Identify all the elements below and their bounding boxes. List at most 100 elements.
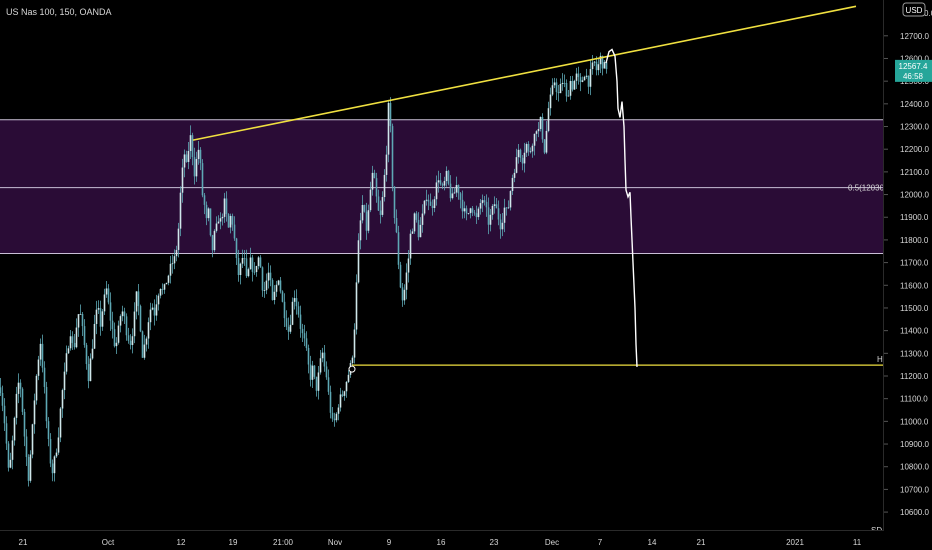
candle-body <box>517 149 520 158</box>
symbol-header: US Nas 100, 150, OANDA <box>6 7 112 17</box>
candle-body <box>319 358 322 373</box>
candle-body <box>363 204 366 212</box>
candles-layer <box>0 52 608 487</box>
candle-body <box>377 196 380 211</box>
time-tick-label: 16 <box>437 538 446 547</box>
htf-anchor-marker[interactable] <box>348 365 356 373</box>
rising-trendline[interactable] <box>192 5 857 141</box>
candle-body <box>321 352 324 359</box>
candle-body <box>569 80 572 96</box>
candle-body <box>313 365 316 377</box>
candle-body <box>1 393 4 406</box>
candle-body <box>111 320 114 330</box>
candle-body <box>601 55 604 69</box>
candle-body <box>533 133 536 146</box>
candle-body <box>373 172 376 179</box>
projection-path[interactable] <box>605 48 638 367</box>
candle-body <box>515 157 518 173</box>
price-tick-label: 11200.0 <box>900 372 929 381</box>
candle-body <box>249 257 252 270</box>
candle-body <box>599 55 602 65</box>
candle-body <box>351 357 354 364</box>
currency-label: USD <box>906 6 923 15</box>
candle-body <box>417 219 420 238</box>
candle-body <box>431 205 434 209</box>
price-tick-label: 12200.0 <box>900 145 929 154</box>
candle-body <box>325 366 328 378</box>
candle-body <box>593 61 596 63</box>
candle-body <box>589 69 592 87</box>
candle-body <box>53 456 56 474</box>
candle-body <box>425 199 428 201</box>
candle-body <box>59 408 62 438</box>
time-axis[interactable] <box>0 531 932 550</box>
candle-body <box>235 238 238 259</box>
candle-body <box>25 436 28 457</box>
candle-body <box>95 309 98 324</box>
price-tick-label: 10800.0 <box>900 463 929 472</box>
candle-body <box>375 178 378 197</box>
time-tick-label: 21 <box>697 538 706 547</box>
candle-body <box>129 340 132 345</box>
candle-body <box>549 94 552 109</box>
price-tick-label: 11100.0 <box>900 395 928 404</box>
candle-body <box>565 83 568 97</box>
time-tick-label: 21 <box>19 538 28 547</box>
candle-body <box>383 174 386 198</box>
price-tick-label: 10600.0 <box>900 508 929 517</box>
price-tick-label: 12000.0 <box>900 191 929 200</box>
candle-body <box>23 411 26 437</box>
candle-body <box>305 338 308 348</box>
candle-body <box>193 157 196 177</box>
candle-body <box>185 154 188 162</box>
candle-body <box>187 150 190 162</box>
candle-body <box>335 413 338 421</box>
candle-body <box>409 233 412 259</box>
candle-body <box>491 205 494 215</box>
candle-body <box>275 284 278 292</box>
price-tick-label: 11900.0 <box>900 213 929 222</box>
candle-body <box>263 290 266 291</box>
candle-body <box>47 421 50 440</box>
candle-body <box>289 324 292 332</box>
candle-body <box>17 382 20 394</box>
candle-body <box>331 412 334 419</box>
price-tick-label: 11400.0 <box>900 327 929 336</box>
candle-body <box>559 83 562 94</box>
candle-body <box>597 64 600 71</box>
price-tick-label: 11600.0 <box>900 281 929 290</box>
candle-body <box>527 143 530 152</box>
candle-body <box>55 452 58 457</box>
candle-body <box>69 336 72 349</box>
candle-body <box>501 222 504 230</box>
candle-body <box>37 359 40 376</box>
price-axis[interactable] <box>884 0 932 550</box>
candle-body <box>5 423 8 444</box>
price-tick-label: 11300.0 <box>900 349 929 358</box>
candle-body <box>125 316 128 336</box>
candle-body <box>555 82 558 92</box>
last-price-value: 12567.4 <box>899 62 928 71</box>
candle-body <box>277 280 280 285</box>
candle-body <box>83 326 86 346</box>
candle-body <box>105 288 108 295</box>
candle-body <box>31 424 34 455</box>
candle-body <box>239 263 242 275</box>
candle-body <box>579 77 582 82</box>
candle-body <box>35 375 38 401</box>
candle-body <box>359 220 362 241</box>
candle-body <box>587 75 590 87</box>
candle-body <box>63 371 66 391</box>
candle-body <box>87 364 90 382</box>
candle-body <box>485 201 488 208</box>
candle-body <box>499 219 502 230</box>
candle-body <box>233 224 236 239</box>
candle-body <box>439 180 442 185</box>
time-tick-label: 11 <box>853 538 862 547</box>
candle-body <box>545 130 548 153</box>
candle-body <box>413 213 416 232</box>
candle-body <box>355 282 358 330</box>
currency-button[interactable] <box>902 2 926 17</box>
candle-body <box>145 338 148 345</box>
